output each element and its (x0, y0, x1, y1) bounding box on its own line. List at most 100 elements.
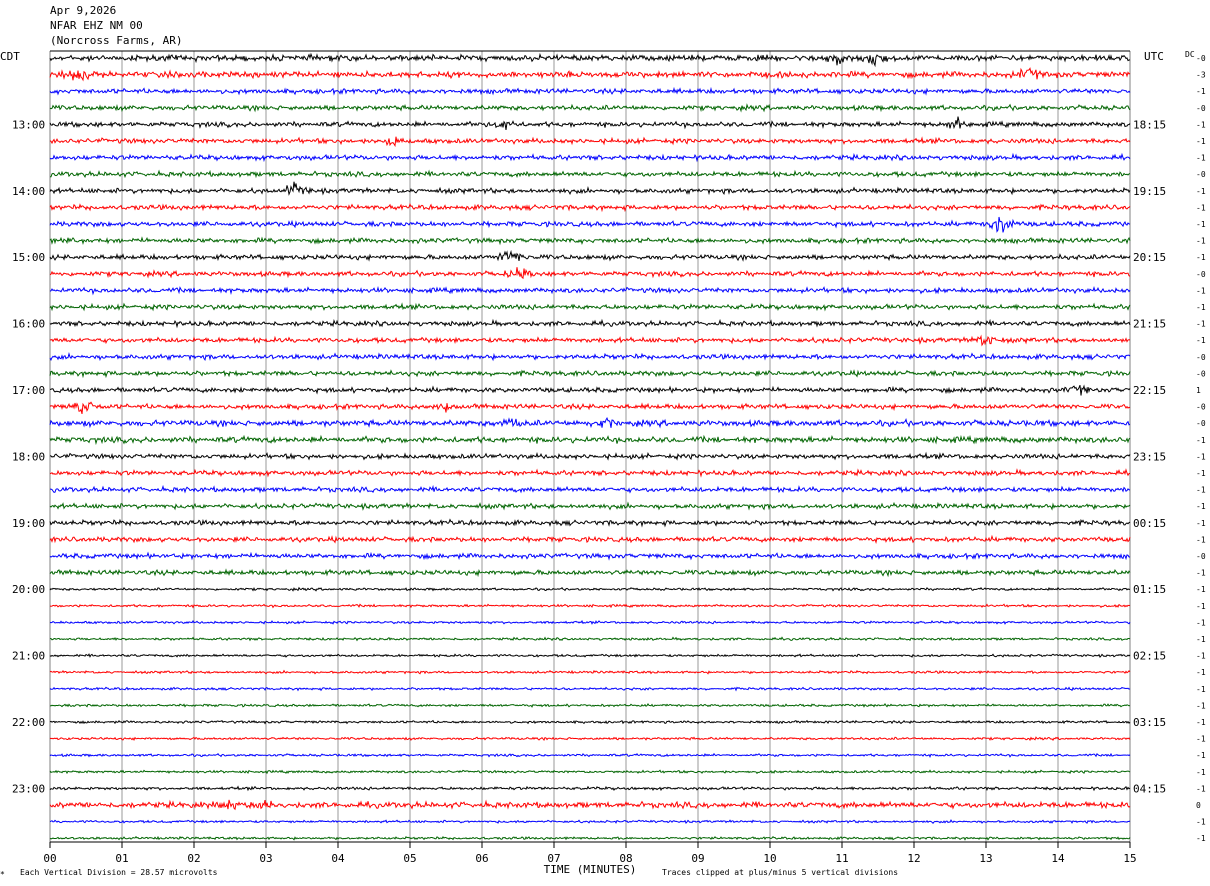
dc-offset-label: -1 (1196, 685, 1206, 694)
trace-row (49, 369, 1131, 379)
right-hour-label: 04:15 (1133, 782, 1166, 795)
dc-offset-label: -1 (1196, 718, 1206, 727)
trace-row (49, 719, 1131, 725)
x-tick-label: 15 (1123, 852, 1136, 865)
trace-row (49, 819, 1131, 825)
right-axis-title: UTC (1144, 50, 1164, 63)
trace-row (49, 318, 1131, 329)
trace-row (49, 286, 1131, 296)
dc-offset-label: -1 (1196, 834, 1206, 843)
trace-row (49, 152, 1131, 163)
x-tick-label: 07 (547, 852, 560, 865)
left-hour-label: 14:00 (12, 185, 45, 198)
dc-offset-label: -1 (1196, 502, 1206, 511)
trace-row (49, 249, 1131, 262)
dc-offset-label: -1 (1196, 220, 1206, 229)
dc-offset-label: -1 (1196, 652, 1206, 661)
trace-row (49, 568, 1131, 578)
trace-row (49, 702, 1131, 708)
trace-row (49, 769, 1131, 775)
dc-offset-label: -1 (1196, 469, 1206, 478)
dc-title: DC (1185, 50, 1195, 59)
left-hour-label: 21:00 (12, 650, 45, 663)
dc-offset-label: -1 (1196, 187, 1206, 196)
time-gridlines (49, 50, 1131, 848)
trace-row (49, 551, 1131, 561)
right-hour-label: 18:15 (1133, 118, 1166, 131)
trace-row (49, 603, 1131, 609)
dc-offset-label: -1 (1196, 154, 1206, 163)
dc-offset-label: -1 (1196, 303, 1206, 312)
trace-row (49, 534, 1131, 545)
dc-offset-label: -1 (1196, 519, 1206, 528)
dc-offset-label: -1 (1196, 668, 1206, 677)
trace-row (49, 586, 1131, 592)
dc-offset-label: -1 (1196, 735, 1206, 744)
x-axis-label: TIME (MINUTES) (544, 863, 637, 876)
trace-row (49, 736, 1131, 742)
trace-row (49, 136, 1131, 148)
left-hour-label: 23:00 (12, 782, 45, 795)
x-tick-label: 14 (1051, 852, 1065, 865)
trace-row (49, 785, 1131, 792)
left-axis-title: CDT (0, 50, 20, 63)
right-hour-label: 19:15 (1133, 185, 1166, 198)
trace-rows (49, 52, 1131, 841)
left-hour-label: 17:00 (12, 384, 45, 397)
trace-row (49, 384, 1131, 396)
right-hour-label: 21:15 (1133, 318, 1166, 331)
x-tick-label: 03 (259, 852, 272, 865)
header-location: (Norcross Farms, AR) (50, 34, 183, 47)
dc-offset-label: -0 (1196, 403, 1206, 412)
dc-offset-label: -1 (1196, 286, 1206, 295)
left-hour-label: 13:00 (12, 118, 45, 131)
x-tick-label: 05 (403, 852, 416, 865)
x-tick-label: 04 (331, 852, 345, 865)
dc-offset-label: -1 (1196, 237, 1206, 246)
x-tick-label: 01 (115, 852, 128, 865)
dc-offset-label: -1 (1196, 768, 1206, 777)
dc-offset-label: -1 (1196, 818, 1206, 827)
dc-offset-label: -1 (1196, 784, 1206, 793)
dc-offset-label: -0 (1196, 54, 1206, 63)
trace-row (50, 484, 1131, 494)
corner-mark: * (0, 870, 5, 879)
trace-row (49, 302, 1131, 312)
dc-offset-label: -0 (1196, 353, 1206, 362)
dc-offset-label: -1 (1196, 701, 1206, 710)
right-hour-label: 01:15 (1133, 583, 1166, 596)
clip-note: Traces clipped at plus/minus 5 vertical … (662, 868, 898, 877)
left-hour-label: 16:00 (12, 318, 45, 331)
dc-offset-label: -1 (1196, 535, 1206, 544)
trace-row (49, 116, 1131, 130)
dc-offset-label: -0 (1196, 369, 1206, 378)
trace-row (49, 653, 1131, 659)
dc-offset-label: -1 (1196, 120, 1206, 129)
dc-offset-label: -1 (1196, 618, 1206, 627)
right-hour-label: 22:15 (1133, 384, 1166, 397)
trace-row (49, 216, 1131, 233)
x-tick-label: 09 (691, 852, 704, 865)
dc-offset-label: -1 (1196, 602, 1206, 611)
x-tick-label: 06 (475, 852, 488, 865)
trace-row (49, 434, 1131, 446)
x-tick-label: 12 (907, 852, 920, 865)
time-labels: 00 01 02 03 04 05 06 07 08 09 10 11 12 13 14 15-0-3-1-0… (12, 54, 1206, 865)
header-date: Apr 9,2026 (50, 4, 117, 17)
dc-offset-label: -1 (1196, 137, 1206, 146)
trace-row (49, 416, 1131, 429)
x-tick-label: 10 (763, 852, 776, 865)
dc-offset-label: -1 (1196, 486, 1206, 495)
right-hour-label: 02:15 (1133, 650, 1166, 663)
trace-row (49, 267, 1131, 280)
dc-offset-label: 1 (1196, 386, 1201, 395)
trace-row (49, 103, 1131, 113)
trace-row (49, 451, 1131, 461)
trace-row (49, 181, 1131, 196)
dc-offset-label: -1 (1196, 253, 1206, 262)
x-tick-label: 13 (979, 852, 992, 865)
header-station: NFAR EHZ NM 00 (50, 19, 143, 32)
trace-row (49, 799, 1131, 811)
dc-offset-label: -0 (1196, 170, 1206, 179)
